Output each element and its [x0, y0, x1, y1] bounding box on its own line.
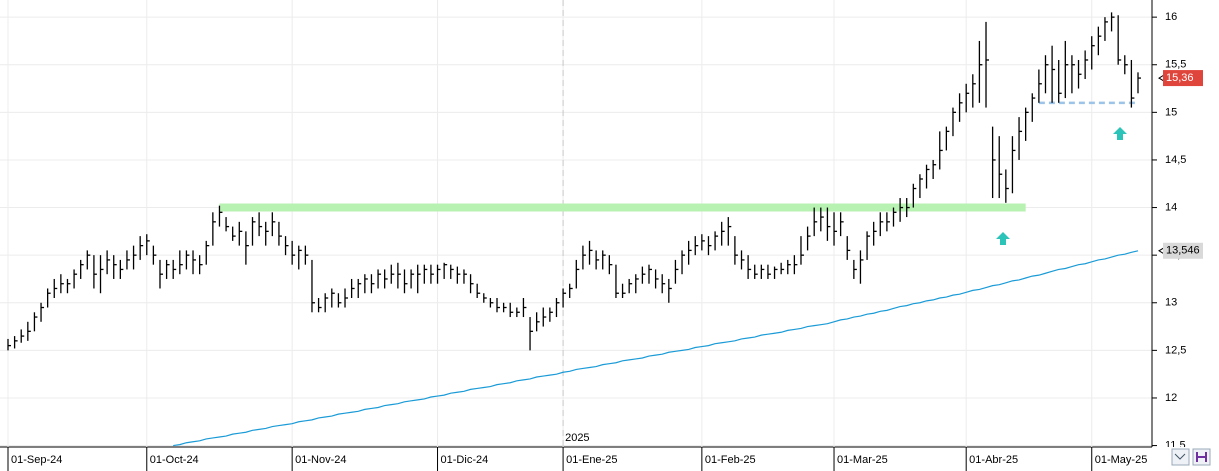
x-tick-label: 01-Abr-25 [969, 454, 1018, 466]
y-tick-label: 15 [1165, 106, 1177, 118]
scroll-icon [1196, 452, 1207, 462]
x-axis-band [0, 447, 1219, 471]
moving-average [173, 250, 1139, 447]
price-label: 13,546 [1166, 245, 1200, 257]
up-arrow [1113, 127, 1127, 140]
price-label-box [1163, 242, 1203, 259]
annotation: 2025 [565, 432, 589, 444]
y-tick-label: 15,5 [1165, 59, 1186, 71]
price-pointer [1158, 74, 1165, 82]
y-tick-label: 14,5 [1165, 154, 1186, 166]
price-pointer [1158, 247, 1165, 255]
y-tick-label: 14 [1165, 201, 1177, 213]
x-tick-label: 01-Oct-24 [150, 454, 199, 466]
scroll-icon [1174, 453, 1186, 460]
x-tick-label: 01-Nov-24 [295, 454, 346, 466]
x-tick-label: 01-Feb-25 [705, 454, 756, 466]
y-tick-label: 12 [1165, 392, 1177, 404]
price-label-box [1163, 70, 1203, 87]
scroll-button[interactable] [1171, 448, 1190, 466]
x-tick-label: 01-Sep-24 [11, 454, 62, 466]
x-tick-label: 01-May-25 [1095, 454, 1148, 466]
x-tick-label: 01-Mar-25 [837, 454, 888, 466]
x-tick-label: 01-Dic-24 [441, 454, 489, 466]
y-tick-label: 12,5 [1165, 344, 1186, 356]
up-arrow [996, 232, 1010, 245]
x-tick-label: 01-Ene-25 [566, 454, 617, 466]
arrows [996, 127, 1127, 245]
y-tick-label: 13 [1165, 297, 1177, 309]
price-label: 15,36 [1166, 72, 1194, 84]
y-tick-label: 16 [1165, 11, 1177, 23]
